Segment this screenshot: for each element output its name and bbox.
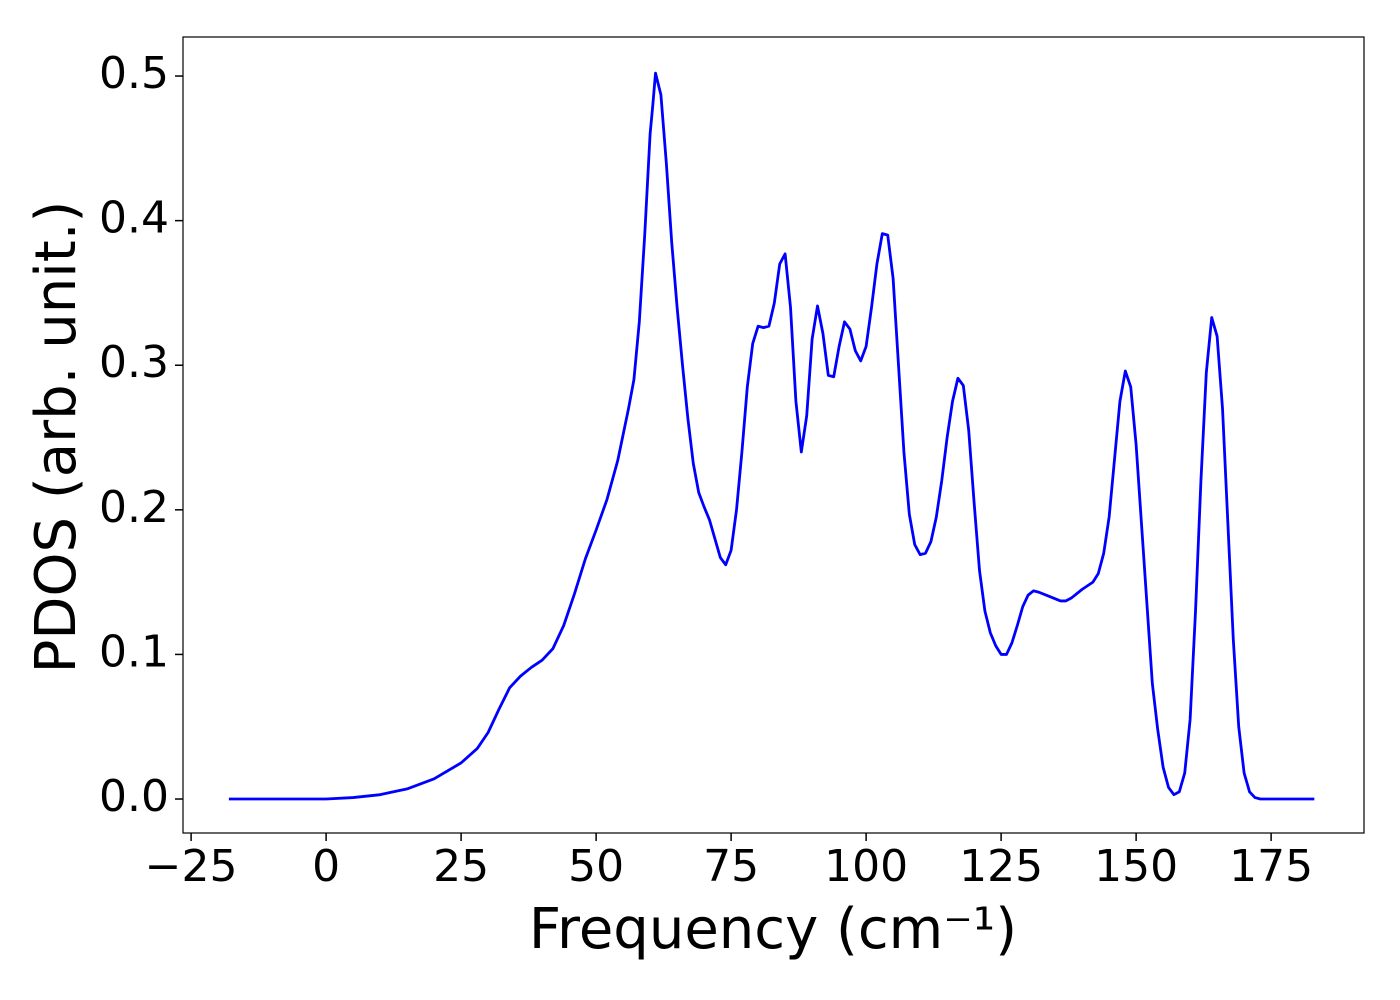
x-tick-label: −25 [145,841,238,892]
y-axis-label: PDOS (arb. unit.) [24,201,89,674]
x-tick-label: 100 [824,841,908,892]
plot-frame [182,36,1365,834]
x-tick-label: 125 [959,841,1043,892]
y-tick-label: 0.5 [99,48,169,99]
x-tick-label: 150 [1094,841,1178,892]
y-tick-label: 0.4 [99,193,169,244]
x-tick-label: 25 [433,841,489,892]
line [228,71,1315,801]
y-tick-label: 0.3 [99,337,169,388]
x-axis-label: Frequency (cm⁻¹) [529,897,1017,962]
y-tick-label: 0.0 [99,771,169,822]
x-tick-label: 50 [568,841,624,892]
x-tick-label: 0 [312,841,340,892]
y-tick-label: 0.1 [99,626,169,677]
x-tick-label: 175 [1229,841,1313,892]
y-tick-label: 0.2 [99,482,169,533]
x-tick-label: 75 [703,841,759,892]
